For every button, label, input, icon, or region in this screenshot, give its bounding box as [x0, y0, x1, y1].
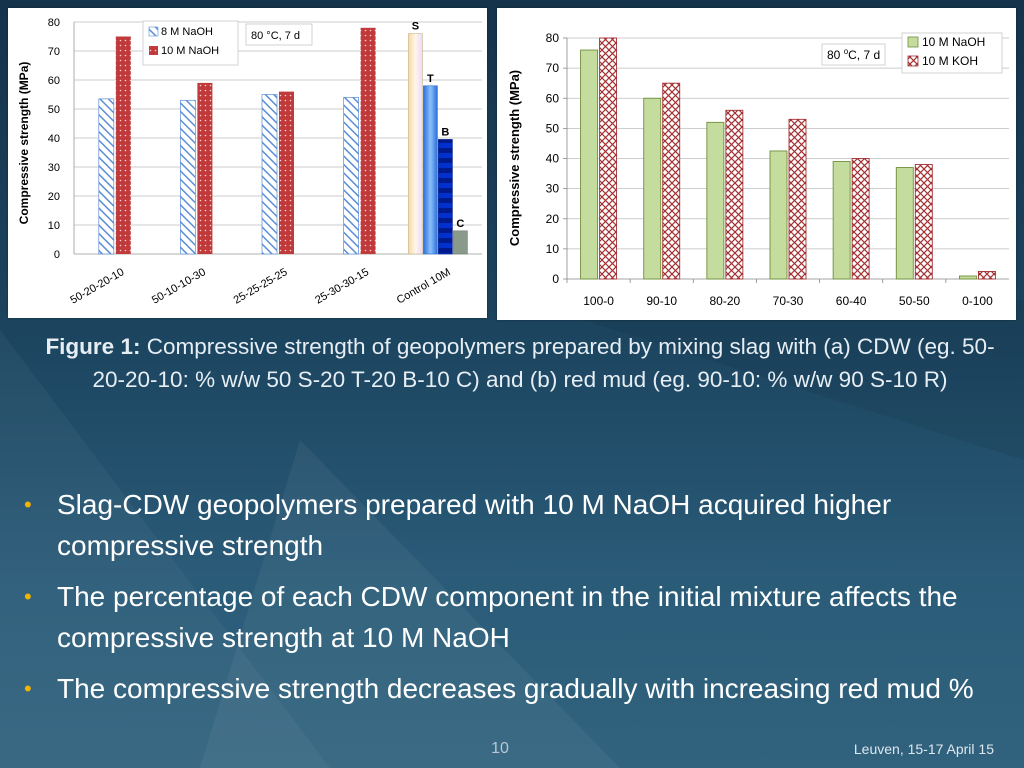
chart-b-xtick-label: 60-40: [836, 294, 867, 308]
bullet-icon: •: [24, 492, 32, 517]
chart-b-bar-10m-naoh: [958, 275, 977, 280]
chart-a-control-bar-s: [408, 33, 423, 255]
chart-b-xtick-label: 70-30: [773, 294, 804, 308]
chart-b-panel: 0 10 20 30 40 50 60 70 80 100-0 90-10 80-20 70-30 60…: [497, 8, 1016, 320]
chart-b-bar-10m-koh: [977, 271, 996, 280]
legend-label-10m-koh: 10 M KOH: [922, 54, 978, 68]
chart-b-ytick-label: 50: [546, 121, 560, 135]
chart-b-bar-10m-koh: [851, 158, 870, 280]
legend-swatch-10m-koh: [907, 55, 919, 67]
chart-a-bar-10m-naoh: [197, 82, 213, 255]
legend-swatch-8m-naoh: [148, 26, 159, 37]
chart-a-ytick-label: 0: [54, 249, 60, 261]
chart-b: 0 10 20 30 40 50 60 70 80 100-0 90-10 80-20 70-30 60…: [507, 31, 1009, 308]
chart-a-panel: 0 10 20 30 40 50 60 70 80 S T B C 50-20-20-10 50-10-…: [8, 8, 487, 318]
chart-a-legend: 8 M NaOH 10 M NaOH: [142, 20, 239, 66]
chart-a-ytick-label: 20: [48, 191, 60, 203]
bullet-icon: •: [24, 584, 32, 609]
chart-a-xtick-label: 25-30-30-15: [313, 266, 371, 306]
chart-b-ytick-label: 0: [552, 272, 559, 286]
chart-b-ytick-label: 10: [546, 242, 560, 256]
chart-a-ytick-label: 50: [48, 104, 60, 116]
chart-a-bar-10m-naoh: [360, 27, 376, 254]
chart-b-ytick-label: 80: [546, 31, 560, 45]
chart-a-control-label-s: S: [412, 21, 419, 33]
legend-label-10m-naoh: 10 M NaOH: [161, 45, 219, 57]
chart-b-bar-10m-koh: [725, 109, 744, 280]
chart-b-bar-10m-koh: [914, 164, 933, 280]
chart-b-xtick-label: 50-50: [899, 294, 930, 308]
chart-a-xtick-label: 25-25-25-25: [232, 266, 290, 306]
chart-b-xtick-label: 80-20: [710, 294, 741, 308]
chart-a-annotation-text: 80 °C, 7 d: [251, 30, 300, 42]
chart-a-control-bar-c: [453, 230, 468, 255]
chart-b-ytick-label: 30: [546, 182, 560, 196]
chart-b-xtick-label: 0-100: [962, 294, 993, 308]
bullet-item: • The compressive strength decreases grad…: [24, 668, 1004, 709]
chart-a-ytick-label: 30: [48, 162, 60, 174]
chart-a-control-bar-t: [423, 85, 438, 255]
legend-swatch-10m-naoh: [149, 46, 158, 55]
chart-a-control-label-c: C: [456, 218, 464, 230]
chart-b-ytick-label: 20: [546, 212, 560, 226]
chart-a-bar-8m-naoh: [261, 94, 278, 255]
figure-caption: Figure 1: Compressive strength of geopol…: [40, 330, 1000, 396]
chart-a-xtick-label: Control 10M: [395, 266, 453, 306]
footer-note: Leuven, 15-17 April 15: [853, 741, 994, 757]
chart-b-bar-10m-naoh: [643, 97, 662, 280]
bullet-item: • Slag-CDW geopolymers prepared with 10 M…: [24, 484, 1004, 566]
chart-a-xtick-label: 50-10-10-30: [150, 266, 208, 306]
chart-b-ylabel: Compressive strength (MPa): [507, 70, 522, 246]
chart-a-bar-8m-naoh: [343, 97, 359, 255]
chart-b-ytick-label: 60: [546, 91, 560, 105]
chart-b-ytick-label: 40: [546, 152, 560, 166]
bullet-icon: •: [24, 676, 32, 701]
chart-a-ytick-label: 80: [48, 17, 60, 29]
chart-a-bar-10m-naoh: [279, 91, 294, 254]
chart-b-bar-10m-naoh: [769, 150, 788, 280]
chart-a-control-bar-b: [438, 139, 453, 255]
bullet-list: • Slag-CDW geopolymers prepared with 10 M…: [24, 484, 1004, 719]
chart-a-bar-8m-naoh: [180, 99, 196, 255]
chart-a-ytick-label: 60: [48, 75, 60, 87]
chart-b-xtick-label: 100-0: [583, 294, 614, 308]
chart-a-xtick-label: 50-20-20-10: [68, 266, 126, 306]
legend-label-10m-naoh-b: 10 M NaOH: [922, 35, 985, 49]
chart-a-bar-8m-naoh: [98, 98, 115, 255]
chart-a-ylabel: Compressive strength (MPa): [17, 62, 31, 225]
legend-label-8m-naoh: 8 M NaOH: [161, 26, 213, 38]
chart-a-annotation: 80 °C, 7 d: [245, 23, 313, 46]
chart-b-xtick-label: 90-10: [646, 294, 677, 308]
chart-a-control-label-t: T: [427, 73, 434, 85]
chart-b-legend: 10 M NaOH 10 M KOH: [901, 32, 1003, 74]
chart-b-annotation-text: 80 oC, 7 d: [827, 47, 880, 62]
chart-b-bar-10m-naoh: [895, 167, 914, 280]
chart-a-bar-10m-naoh: [115, 36, 131, 254]
chart-b-annotation: 80 oC, 7 d: [821, 43, 886, 66]
chart-a: 0 10 20 30 40 50 60 70 80 S T B C 50-20-20-10 50-10-…: [17, 17, 482, 307]
chart-a-ytick-label: 40: [48, 133, 60, 145]
bullet-text: The compressive strength decreases gradu…: [57, 673, 974, 704]
chart-b-bar-10m-naoh: [832, 161, 851, 280]
legend-swatch-10m-naoh-b: [907, 36, 919, 48]
slide-number: 10: [491, 740, 509, 757]
chart-b-ytick-label: 70: [546, 61, 560, 75]
chart-b-bar-10m-koh: [788, 118, 807, 280]
chart-a-ytick-label: 10: [48, 220, 60, 232]
figure-caption-lead: Figure 1:: [45, 334, 141, 359]
bullet-text: Slag-CDW geopolymers prepared with 10 M …: [57, 489, 892, 561]
bullet-item: • The percentage of each CDW component in…: [24, 576, 1004, 658]
figure-caption-text: Compressive strength of geopolymers prep…: [92, 334, 995, 392]
chart-b-bar-10m-koh: [662, 82, 681, 280]
chart-b-bar-10m-naoh: [580, 49, 599, 280]
chart-b-bar-10m-koh: [599, 37, 618, 280]
chart-a-ytick-label: 70: [48, 46, 60, 58]
chart-b-bar-10m-naoh: [706, 121, 725, 280]
chart-a-control-label-b: B: [441, 126, 449, 138]
bullet-text: The percentage of each CDW component in …: [57, 581, 958, 653]
